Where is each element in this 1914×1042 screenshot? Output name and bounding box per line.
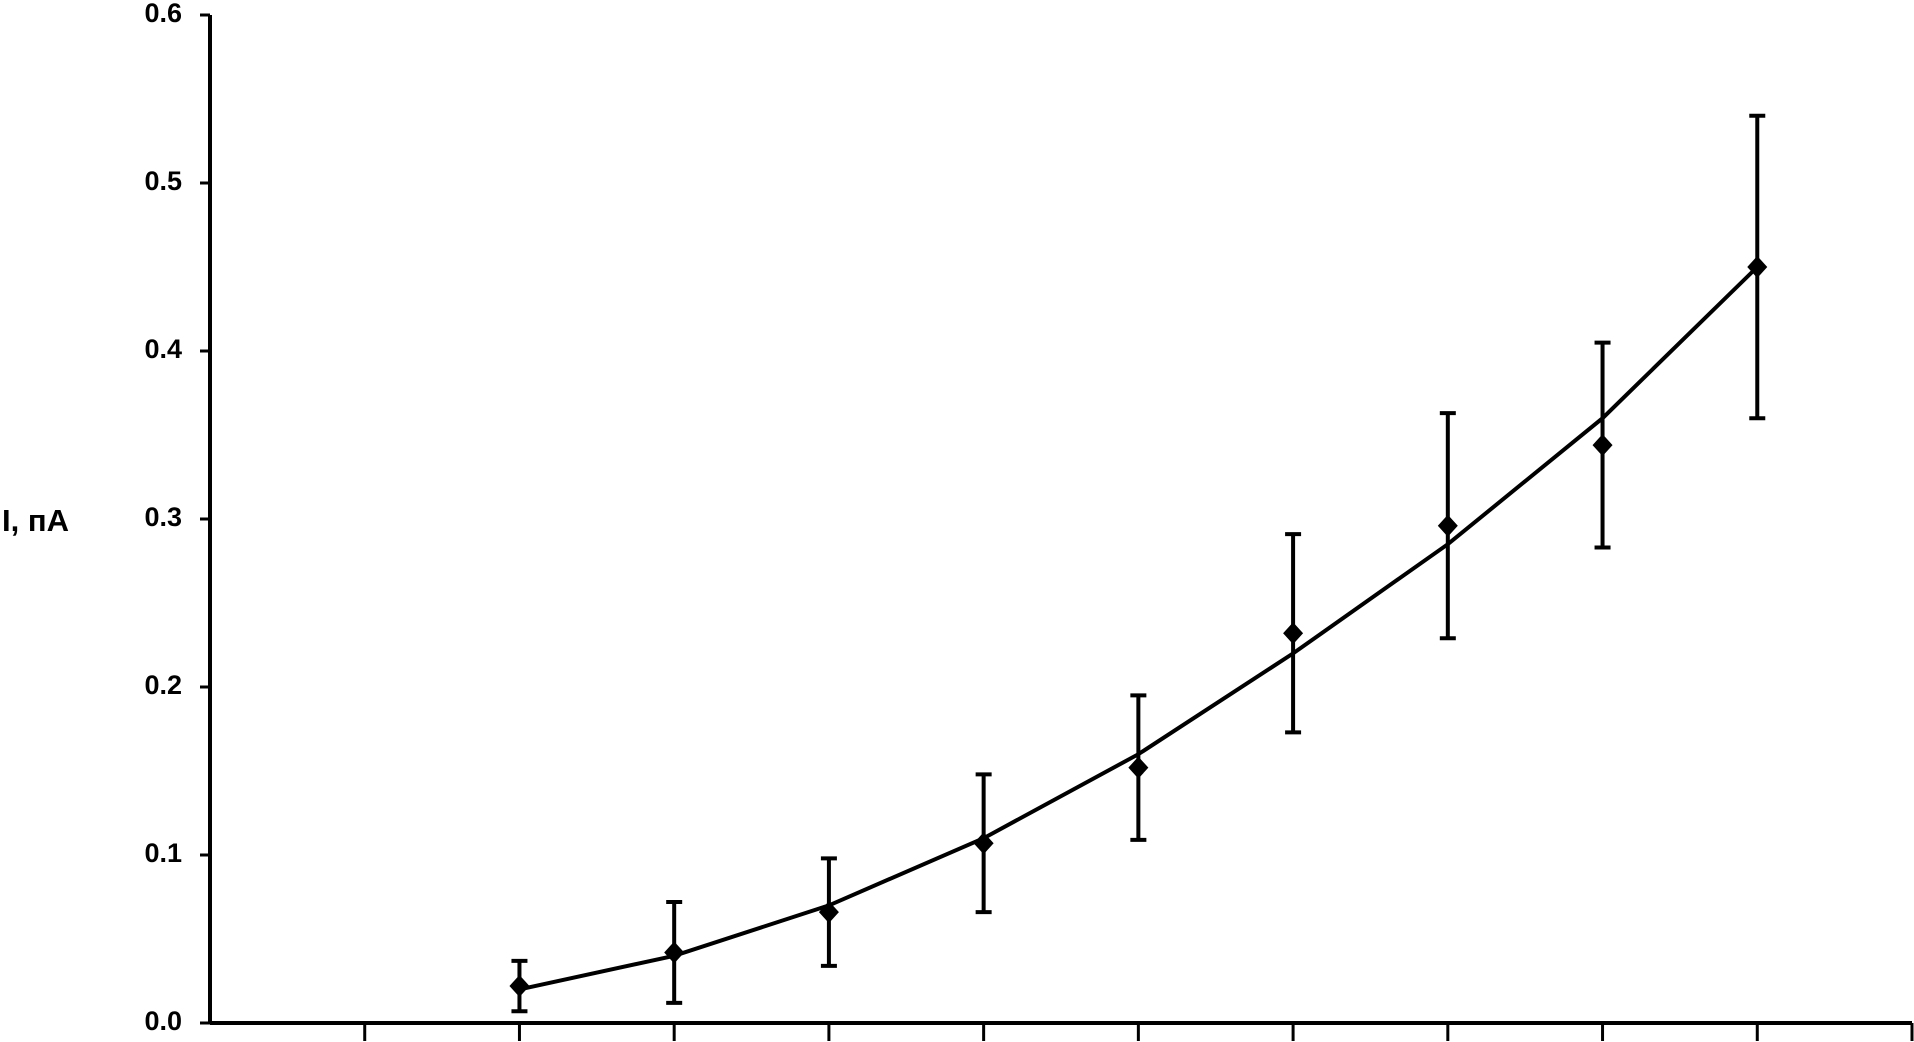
marker [1592,434,1613,457]
marker [664,941,685,964]
marker [1437,514,1458,537]
y-tick-label: 0.6 [144,0,182,28]
y-tick-label: 0.3 [144,502,182,532]
marker [1283,622,1304,645]
y-tick-label: 0.2 [144,670,182,700]
marker [509,975,530,998]
y-tick-label: 0.5 [144,166,182,196]
y-tick-label: 0.1 [144,838,182,868]
marker [973,832,994,855]
marker [1128,756,1149,779]
y-tick-label: 0.4 [144,334,182,364]
y-axis-label: I, пА [2,503,69,538]
fit-line [519,265,1759,992]
y-tick-label: 0.0 [144,1006,182,1036]
marker [818,901,839,924]
marker [1747,256,1768,278]
